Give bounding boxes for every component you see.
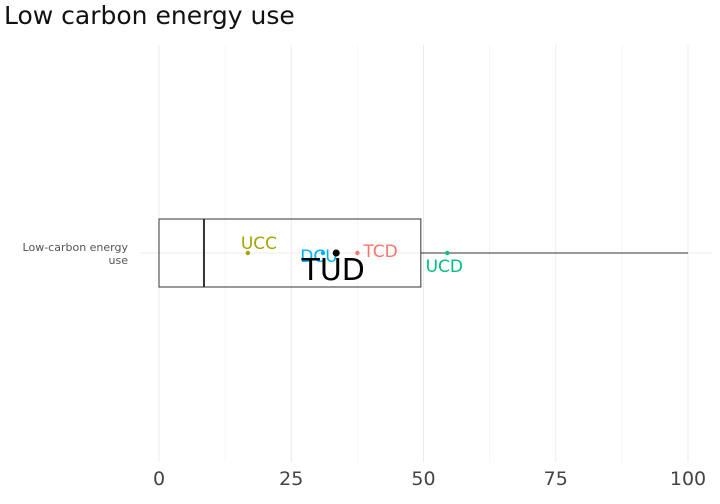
- point-dcu: [320, 250, 326, 256]
- point-ucc: [245, 250, 251, 256]
- x-tick-label-1: 25: [279, 468, 303, 490]
- point-label-ucd: UCD: [426, 257, 463, 277]
- point-label-tud: TUD: [301, 253, 365, 288]
- point-tcd: [355, 250, 360, 256]
- point-label-dcu: DCU: [300, 247, 337, 267]
- point-label-tcd: TCD: [362, 242, 397, 262]
- x-axis: 0 25 50 75 100: [153, 468, 706, 490]
- x-tick-label-4: 100: [670, 468, 706, 490]
- point-label-ucc: UCC: [241, 234, 277, 254]
- category-label-line-1: Low-carbon energy: [23, 241, 129, 254]
- x-tick-label-0: 0: [153, 468, 165, 490]
- x-tick-label-2: 50: [411, 468, 435, 490]
- box-plot: [158, 218, 688, 288]
- point-tud: [332, 249, 340, 257]
- box-iqr: [158, 218, 422, 288]
- category-axis: Low-carbon energy use: [23, 241, 129, 267]
- point-ucd: [445, 250, 450, 256]
- category-label-line-2: use: [109, 254, 129, 267]
- chart-title: Low carbon energy use: [4, 1, 295, 30]
- x-tick-label-3: 75: [544, 468, 568, 490]
